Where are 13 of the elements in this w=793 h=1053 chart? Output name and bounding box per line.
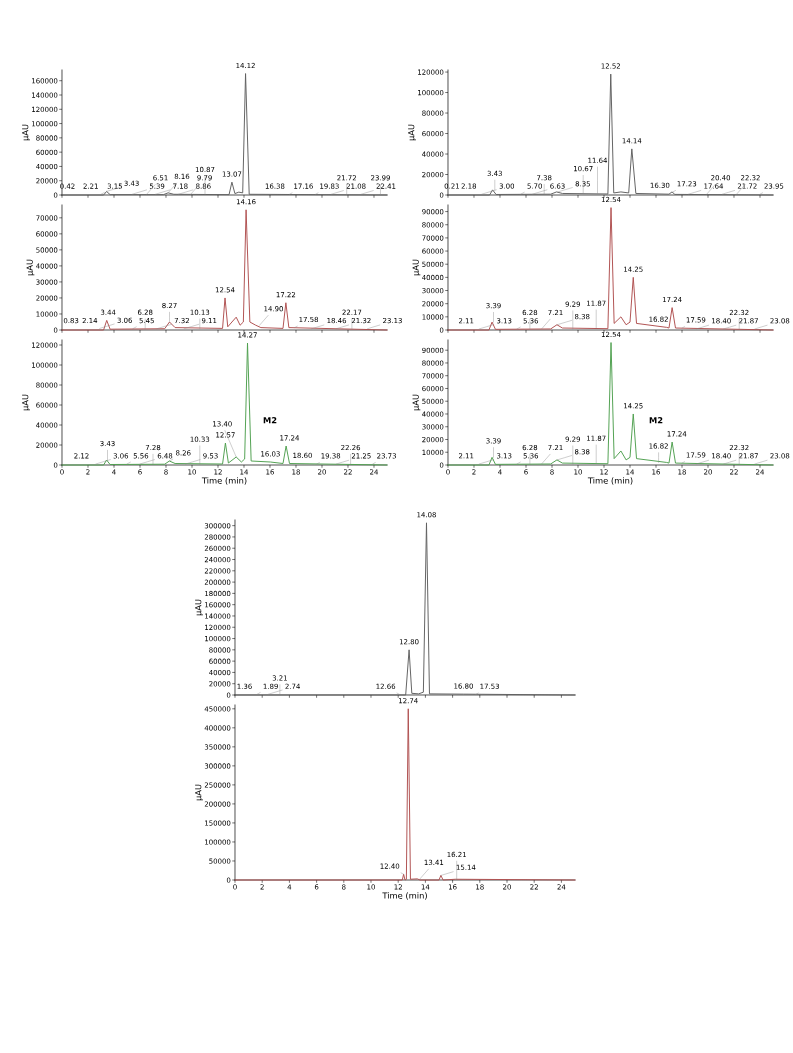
annotation: M2 [263,417,277,424]
y-axis-title: µAU [22,394,30,411]
y-axis-title: µAU [22,124,30,141]
y-axis-title: µAU [408,124,416,141]
annotation: M2 [649,417,663,424]
y-axis-title: µAU [412,259,421,276]
x-axis-title: Time (min) [201,477,247,485]
y-axis-title: µAU [195,784,203,801]
x-axis-title: Time (min) [382,892,427,900]
y-axis-title: µAU [195,599,203,616]
x-axis-title: Time (min) [587,477,633,485]
y-axis-title: µAU [412,394,421,411]
y-axis-title: µAU [26,259,35,276]
